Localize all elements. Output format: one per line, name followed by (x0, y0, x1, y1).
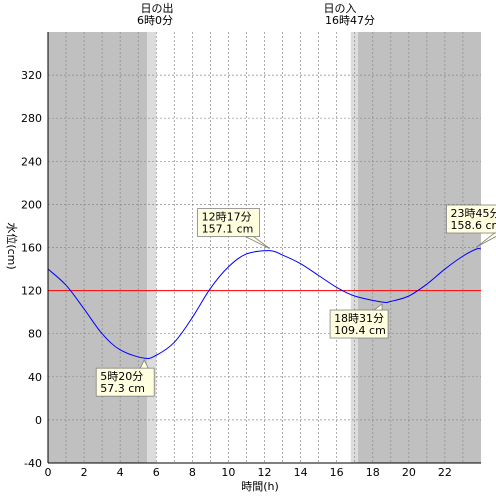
data-label-pointer (372, 303, 383, 311)
x-tick-label: 20 (402, 466, 416, 479)
y-tick-label: -40 (24, 457, 42, 470)
data-label-pointer (245, 236, 270, 249)
data-label-pointer (476, 232, 496, 248)
x-tick-label: 10 (221, 466, 235, 479)
x-tick-label: 22 (438, 466, 452, 479)
data-label-time: 23時45分 (450, 207, 496, 220)
data-label-box (197, 208, 261, 238)
day-night-bands (48, 32, 481, 463)
x-tick-label: 12 (258, 466, 272, 479)
data-label-time: 5時20分 (100, 370, 143, 383)
y-axis-label: 水位(cm) (5, 222, 19, 269)
data-label-pointer (139, 359, 149, 369)
x-tick-label: 6 (153, 466, 160, 479)
y-tick-label: 200 (21, 198, 42, 211)
x-tick-label: 16 (330, 466, 344, 479)
y-tick-label: 320 (21, 69, 42, 82)
data-label-box (446, 204, 496, 234)
data-label-value: 158.6 cm (450, 219, 496, 232)
data-label-value: 157.1 cm (202, 223, 254, 236)
y-tick-label: 120 (21, 285, 42, 298)
x-tick-label: 4 (117, 466, 124, 479)
series-layer (47, 247, 482, 359)
data-label-box (95, 367, 155, 397)
y-tick-label: 40 (28, 371, 42, 384)
sunset-time: 16時47分 (325, 14, 375, 27)
y-tick-label: 280 (21, 112, 42, 125)
sunrise-label: 日の出 (141, 1, 174, 15)
x-axis-label: 時間(h) (241, 480, 279, 493)
twilight-band-morning (147, 32, 157, 463)
x-tick-label: 8 (189, 466, 196, 479)
y-tick-label: 240 (21, 155, 42, 168)
y-tick-label: 160 (21, 242, 42, 255)
sunset-label: 日の入 (324, 2, 357, 15)
x-tick-label: 2 (81, 466, 88, 479)
tide-series-line (47, 247, 482, 359)
data-label-value: 57.3 cm (100, 382, 145, 395)
sunrise-time: 6時0分 (137, 14, 173, 27)
x-tick-label: 18 (366, 466, 380, 479)
x-tick-label: 14 (294, 466, 308, 479)
data-label-value: 109.4 cm (334, 324, 386, 337)
x-tick-label: 0 (45, 466, 52, 479)
y-tick-label: 0 (35, 414, 42, 427)
y-tick-label: 80 (28, 328, 42, 341)
twilight-band-evening (350, 32, 359, 463)
axes (47, 32, 481, 464)
data-label-box (329, 309, 389, 339)
data-label-time: 12時17分 (202, 211, 252, 224)
data-label-time: 18時31分 (334, 312, 384, 325)
